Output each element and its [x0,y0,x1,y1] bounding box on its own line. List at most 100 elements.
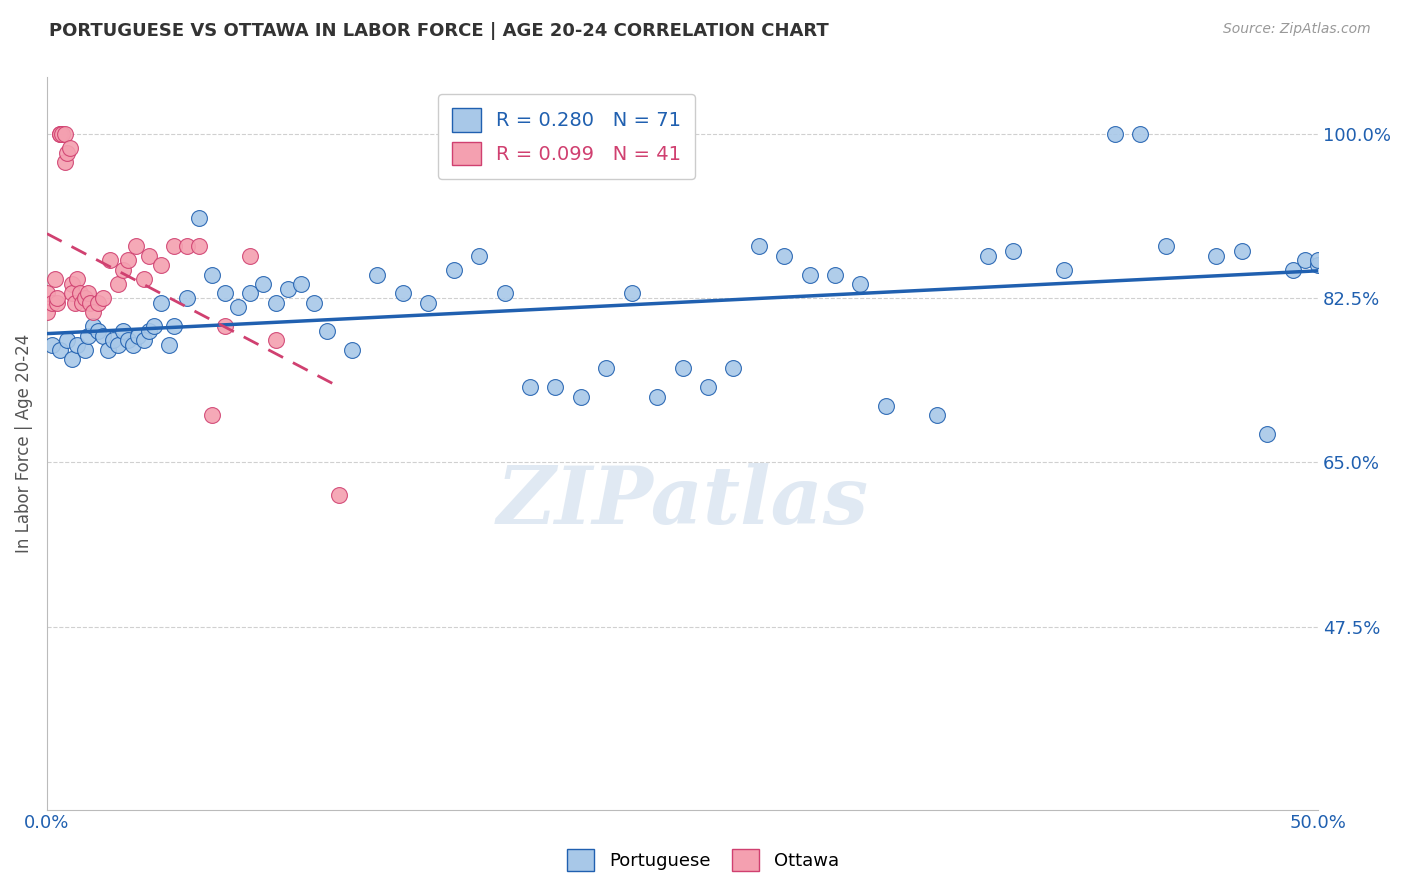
Point [107,338,129,352]
Point [340,343,363,357]
Point [799,268,821,282]
Point [35,305,58,319]
Point [60,351,83,366]
Point [91,328,114,343]
Point [468,249,491,263]
Text: Source: ZipAtlas.com: Source: ZipAtlas.com [1223,22,1371,37]
Point [239,286,262,301]
Point [1205,249,1227,263]
Point [101,333,124,347]
Point [252,277,274,291]
Point [1230,244,1253,258]
Point [51,127,73,141]
Point [214,286,236,301]
Point [41,295,63,310]
Point [122,338,145,352]
Point [315,324,337,338]
Legend: Portuguese, Ottawa: Portuguese, Ottawa [560,842,846,879]
Point [150,258,173,272]
Point [620,286,643,301]
Point [127,328,149,343]
Point [723,361,745,376]
Point [163,319,186,334]
Point [176,291,198,305]
Point [53,155,76,169]
Point [849,277,872,291]
Point [87,324,110,338]
Point [60,286,83,301]
Point [112,324,135,338]
Point [1053,263,1076,277]
Point [63,295,86,310]
Point [188,239,211,253]
Point [214,319,236,334]
Point [53,127,76,141]
Point [41,338,63,352]
Point [35,286,58,301]
Point [595,361,617,376]
Point [66,272,89,286]
Point [73,291,96,305]
Point [142,319,165,334]
Point [443,263,465,277]
Point [328,488,350,502]
Point [69,286,91,301]
Point [79,295,101,310]
Point [1129,127,1152,141]
Point [302,295,325,310]
Point [1294,253,1316,268]
Point [176,239,198,253]
Point [1281,263,1303,277]
Point [264,295,287,310]
Point [48,127,70,141]
Point [91,291,114,305]
Point [157,338,180,352]
Point [76,286,98,301]
Point [1002,244,1025,258]
Point [290,277,312,291]
Point [117,333,139,347]
Point [60,277,83,291]
Point [392,286,415,301]
Point [925,409,948,423]
Point [73,343,96,357]
Point [163,239,186,253]
Point [59,141,82,155]
Point [132,333,155,347]
Point [72,295,94,310]
Point [87,295,110,310]
Point [138,249,160,263]
Point [46,291,69,305]
Point [1256,427,1278,442]
Point [569,390,592,404]
Point [117,253,139,268]
Point [132,272,155,286]
Point [1308,258,1330,272]
Text: ZIPatlas: ZIPatlas [496,463,869,541]
Point [277,282,299,296]
Point [1154,239,1177,253]
Point [748,239,770,253]
Point [366,268,388,282]
Legend: R = 0.280   N = 71, R = 0.099   N = 41: R = 0.280 N = 71, R = 0.099 N = 41 [439,95,695,179]
Point [976,249,998,263]
Point [645,390,668,404]
Point [48,343,70,357]
Point [773,249,796,263]
Point [112,263,135,277]
Point [201,268,224,282]
Point [671,361,693,376]
Point [201,409,224,423]
Point [97,343,120,357]
Point [519,380,541,394]
Text: PORTUGUESE VS OTTAWA IN LABOR FORCE | AGE 20-24 CORRELATION CHART: PORTUGUESE VS OTTAWA IN LABOR FORCE | AG… [49,22,830,40]
Point [494,286,516,301]
Point [824,268,846,282]
Point [76,328,98,343]
Point [544,380,567,394]
Point [188,211,211,226]
Y-axis label: In Labor Force | Age 20-24: In Labor Force | Age 20-24 [15,334,32,553]
Point [239,249,262,263]
Point [1308,253,1330,268]
Point [100,253,122,268]
